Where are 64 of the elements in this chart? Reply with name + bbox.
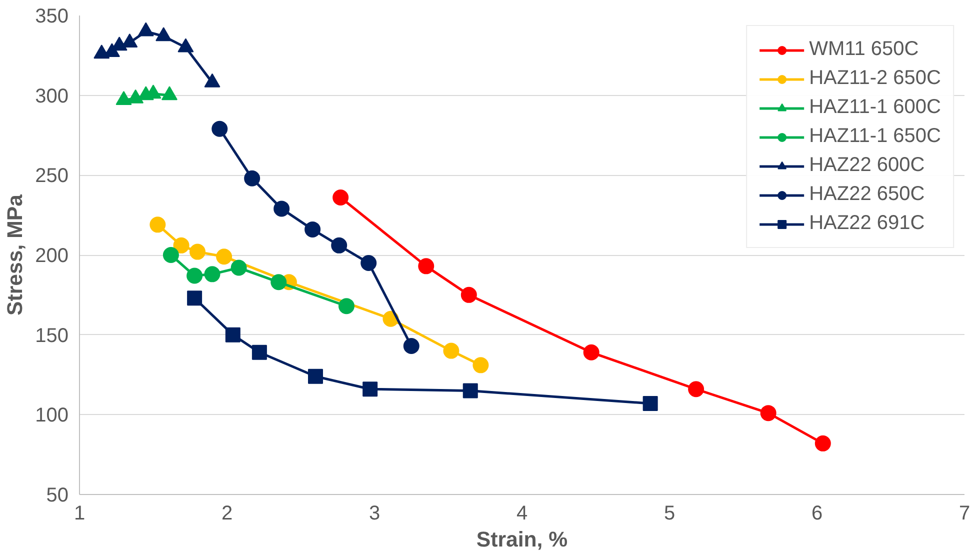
point — [225, 327, 240, 342]
point — [161, 86, 178, 100]
y-tick-label: 250 — [35, 165, 69, 188]
point — [360, 255, 377, 271]
point — [187, 290, 202, 306]
y-axis-title: Stress, MPa — [3, 194, 28, 316]
point — [116, 90, 132, 105]
x-tick-label: 2 — [221, 502, 233, 524]
point — [443, 342, 460, 359]
legend-label: HAZ22 691C — [809, 212, 925, 235]
point — [308, 368, 323, 384]
point — [252, 344, 267, 360]
legend-label: HAZ11-2 650C — [809, 67, 941, 90]
x-tick-label: 3 — [368, 502, 380, 524]
legend-label: WM11 650C — [809, 38, 919, 61]
point — [178, 38, 194, 52]
point — [274, 200, 290, 217]
point — [642, 396, 658, 411]
y-tick-label: 50 — [46, 484, 69, 506]
y-tick-label: 300 — [35, 85, 69, 108]
point — [128, 89, 144, 104]
point — [331, 237, 348, 254]
point — [230, 260, 247, 276]
x-tick-label: 6 — [811, 502, 823, 524]
x-tick-label: 1 — [74, 502, 86, 524]
point — [244, 170, 260, 186]
point — [173, 237, 190, 254]
legend-label: HAZ11-1 600C — [809, 96, 941, 119]
point — [156, 27, 172, 42]
point — [760, 405, 776, 422]
point — [332, 190, 349, 206]
x-tick-label: 4 — [516, 502, 528, 524]
point — [462, 383, 478, 398]
point — [216, 248, 232, 265]
point — [122, 33, 138, 48]
legend-label: HAZ22 650C — [809, 183, 925, 206]
point — [362, 382, 378, 397]
point — [472, 357, 489, 374]
point — [204, 266, 220, 282]
point — [150, 216, 166, 233]
point — [186, 268, 203, 284]
point — [338, 298, 354, 314]
point — [212, 120, 228, 137]
point — [403, 338, 420, 354]
point — [138, 22, 154, 36]
point — [162, 247, 179, 263]
point — [270, 274, 287, 290]
point — [204, 73, 220, 88]
x-tick-label: 5 — [664, 502, 676, 524]
point — [304, 221, 321, 238]
y-tick-label: 150 — [35, 324, 69, 347]
x-tick-label: 7 — [958, 502, 970, 524]
y-tick-label: 100 — [35, 404, 69, 427]
point — [583, 344, 600, 360]
point — [418, 258, 434, 274]
y-tick-label: 350 — [35, 6, 69, 28]
point — [814, 435, 831, 452]
x-axis-title: Strain, % — [476, 528, 568, 552]
point — [688, 381, 704, 398]
legend-label: HAZ11-1 650C — [809, 125, 941, 148]
legend-label: HAZ22 600C — [809, 154, 925, 177]
y-tick-label: 200 — [35, 245, 69, 267]
point — [460, 286, 477, 303]
point — [190, 244, 206, 260]
